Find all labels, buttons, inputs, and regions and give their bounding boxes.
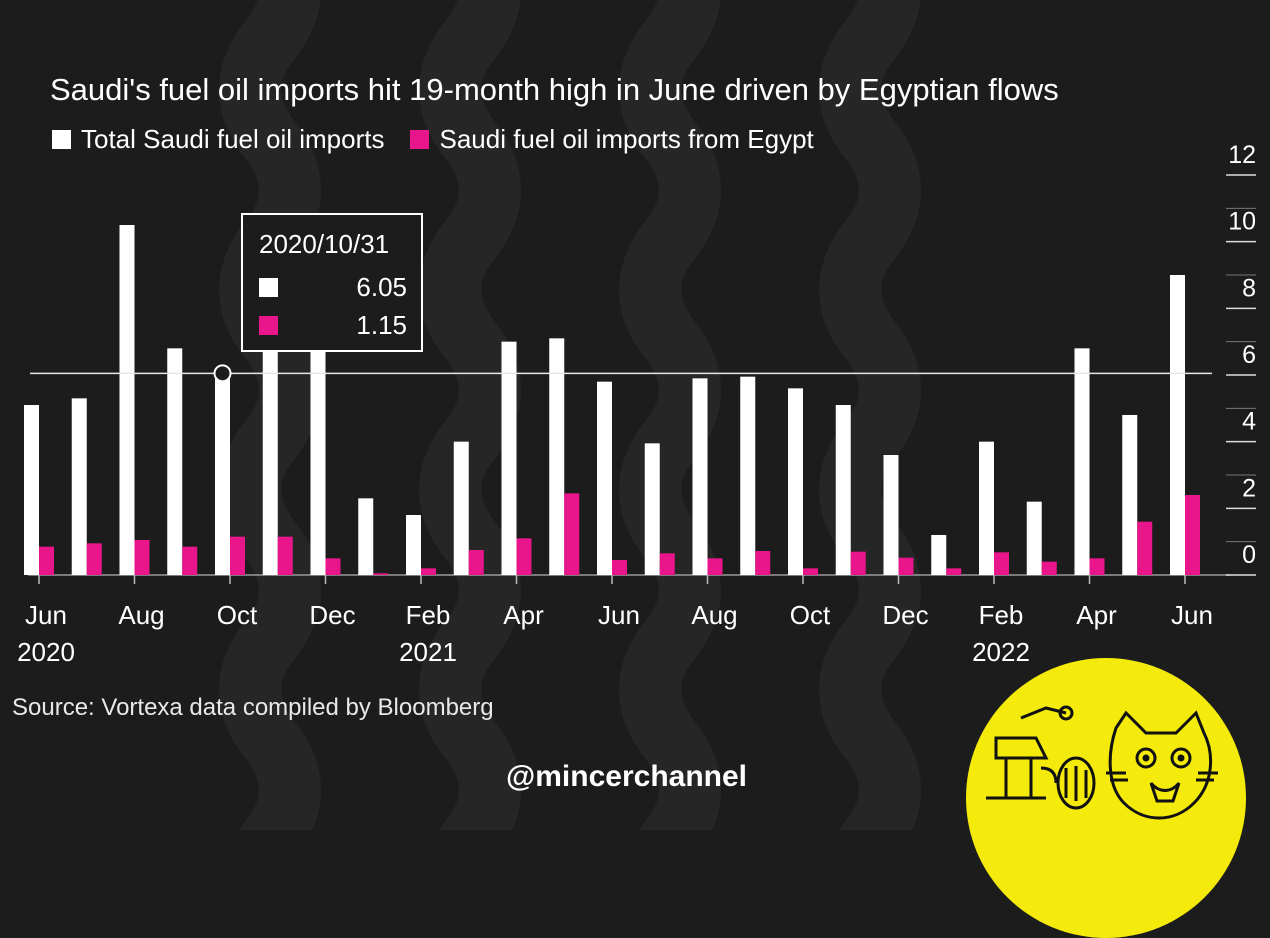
bar-egypt[interactable] (182, 546, 198, 575)
tooltip-swatch-total (259, 278, 278, 297)
bar-total[interactable] (167, 348, 183, 575)
bar-egypt[interactable] (277, 536, 293, 575)
bar-egypt[interactable] (373, 573, 389, 575)
chart-tooltip: 2020/10/31 6.05 1.15 (241, 213, 423, 352)
bar-egypt[interactable] (898, 557, 914, 575)
x-tick-label: Aug (691, 600, 737, 630)
bar-egypt[interactable] (946, 568, 962, 575)
bar-total[interactable] (644, 443, 660, 575)
legend-item-egypt: Saudi fuel oil imports from Egypt (410, 124, 814, 155)
bar-total[interactable] (1074, 348, 1090, 575)
bar-egypt[interactable] (86, 543, 102, 575)
tooltip-row-total: 6.05 (259, 272, 407, 303)
x-tick-label: Oct (217, 600, 258, 630)
tooltip-row-egypt: 1.15 (259, 310, 407, 341)
bar-egypt[interactable] (850, 551, 866, 575)
x-tick-label: Feb (406, 600, 451, 630)
x-year-label: 2021 (399, 637, 457, 667)
channel-logo (966, 658, 1246, 938)
bar-egypt[interactable] (39, 546, 54, 575)
bar-total[interactable] (597, 381, 612, 575)
legend-swatch-egypt (410, 130, 430, 149)
bar-egypt[interactable] (755, 551, 771, 575)
tooltip-value-total: 6.05 (356, 272, 407, 302)
bar-total[interactable] (1026, 501, 1042, 575)
x-tick-label: Oct (790, 600, 831, 630)
bar-total[interactable] (1122, 415, 1138, 575)
x-tick-label: Apr (1076, 600, 1117, 630)
y-tick-label: 0 (1242, 541, 1256, 569)
bar-total[interactable] (788, 388, 803, 575)
tooltip-swatch-egypt (259, 316, 278, 335)
bar-total[interactable] (549, 338, 565, 575)
bar-egypt[interactable] (134, 540, 150, 575)
bar-egypt[interactable] (1041, 561, 1057, 575)
bar-total[interactable] (1170, 275, 1185, 575)
y-tick-label: 10 (1228, 208, 1256, 236)
x-tick-label: Aug (118, 600, 164, 630)
bar-total[interactable] (215, 373, 230, 575)
bar-total[interactable] (501, 341, 517, 575)
x-tick-label: Apr (503, 600, 544, 630)
bar-total[interactable] (358, 498, 374, 575)
bar-egypt[interactable] (564, 493, 580, 575)
y-tick-label: 12 (1228, 141, 1256, 169)
bar-egypt[interactable] (516, 538, 532, 575)
bar-egypt[interactable] (421, 568, 436, 575)
y-tick-label: 6 (1242, 341, 1256, 369)
bar-total[interactable] (310, 351, 326, 575)
bar-total[interactable] (979, 441, 994, 575)
bar-total[interactable] (883, 455, 899, 575)
y-tick-label: 2 (1242, 474, 1256, 502)
x-tick-label: Dec (309, 600, 355, 630)
bar-egypt[interactable] (803, 568, 818, 575)
x-tick-label: Dec (882, 600, 928, 630)
y-tick-label: 8 (1242, 274, 1256, 302)
background-wave (419, 0, 521, 830)
legend-label-total: Total Saudi fuel oil imports (81, 124, 385, 154)
channel-handle: @mincerchannel (506, 760, 747, 793)
background-wave (619, 0, 721, 830)
bar-egypt[interactable] (230, 536, 245, 575)
x-tick-label: Feb (979, 600, 1024, 630)
hover-marker (213, 364, 232, 383)
x-tick-label: Jun (25, 600, 67, 630)
source-note: Source: Vortexa data compiled by Bloombe… (12, 694, 494, 721)
bar-total[interactable] (24, 405, 39, 575)
bar-egypt[interactable] (1185, 495, 1200, 575)
tooltip-value-egypt: 1.15 (356, 310, 407, 340)
bar-total[interactable] (692, 378, 708, 575)
chart-title: Saudi's fuel oil imports hit 19-month hi… (50, 72, 1059, 107)
legend-item-total: Total Saudi fuel oil imports (52, 124, 384, 155)
bar-egypt[interactable] (325, 558, 341, 575)
bar-egypt[interactable] (1089, 558, 1105, 575)
bar-egypt[interactable] (994, 552, 1009, 575)
y-tick-label: 4 (1242, 408, 1256, 436)
bar-egypt[interactable] (707, 558, 723, 575)
bar-total[interactable] (835, 405, 851, 575)
bar-total[interactable] (406, 515, 421, 575)
bar-egypt[interactable] (468, 550, 484, 575)
background-wave (819, 0, 921, 830)
bar-egypt[interactable] (612, 560, 627, 575)
bar-total[interactable] (453, 441, 469, 575)
tooltip-date: 2020/10/31 (259, 229, 390, 259)
bar-egypt[interactable] (659, 553, 675, 575)
legend-swatch-total (52, 130, 71, 149)
bar-total[interactable] (740, 376, 756, 575)
bar-egypt[interactable] (1137, 521, 1153, 575)
bar-total[interactable] (119, 225, 135, 575)
x-tick-label: Jun (598, 600, 640, 630)
bar-total[interactable] (931, 535, 947, 575)
legend-label-egypt: Saudi fuel oil imports from Egypt (439, 124, 814, 154)
x-year-label: 2022 (972, 637, 1030, 667)
bar-total[interactable] (71, 398, 87, 575)
chart-legend: Total Saudi fuel oil imports Saudi fuel … (52, 124, 830, 155)
bar-total[interactable] (262, 328, 278, 575)
x-tick-label: Jun (1171, 600, 1213, 630)
bar-chart[interactable]: 0 2 4 6 8 10 12 Jun 2020 Aug Oct Dec Feb 2021 Apr Jun Au… (0, 0, 1270, 830)
x-year-label: 2020 (17, 637, 75, 667)
logo-illustration-icon (986, 705, 1218, 820)
